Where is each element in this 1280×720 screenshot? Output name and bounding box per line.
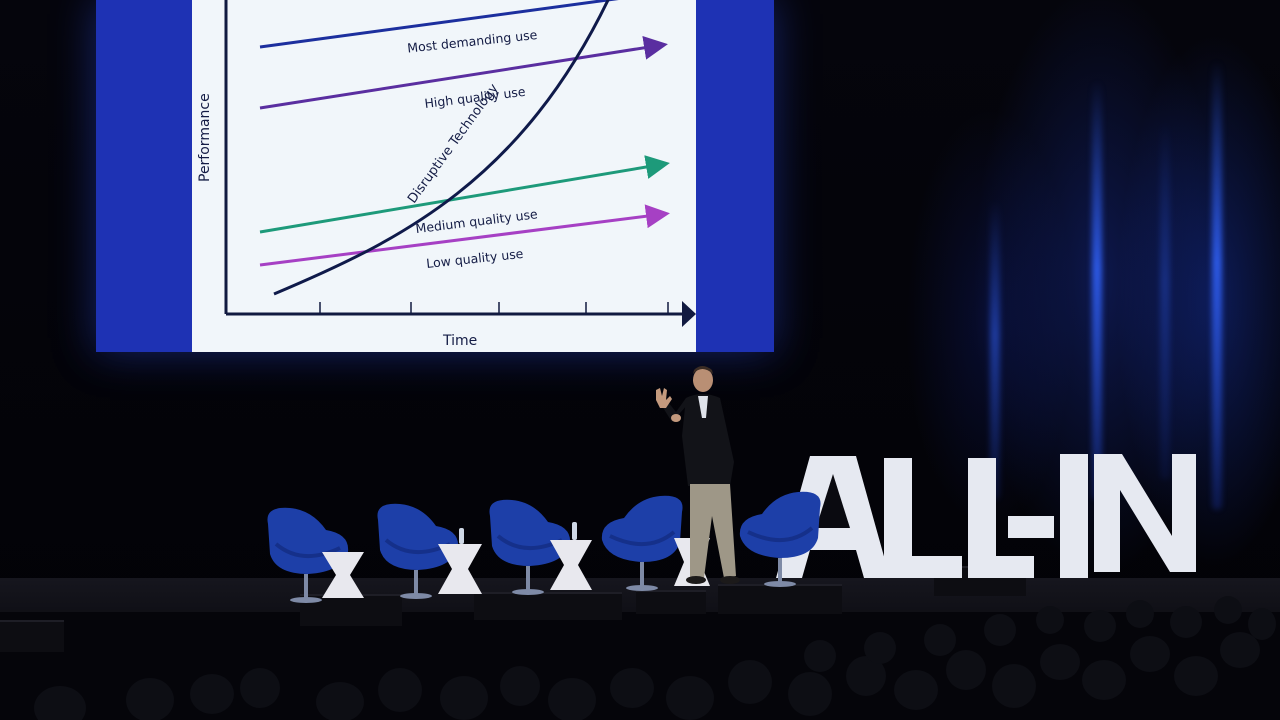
presenter [656, 366, 740, 584]
chair [601, 495, 683, 591]
audience [34, 596, 1276, 720]
chair [739, 491, 821, 587]
line-low-quality [259, 204, 670, 267]
water-bottle [459, 528, 464, 544]
all-in-logo [776, 454, 1196, 578]
curve-disruptive-technology [273, 0, 610, 296]
y-axis-label: Performance [197, 93, 213, 182]
chair [489, 499, 571, 595]
water-bottle [572, 522, 577, 540]
line-most-demanding [259, 0, 619, 49]
line-high-quality [259, 35, 668, 110]
stage-monitor [0, 620, 64, 652]
side-table [550, 540, 592, 590]
side-table [438, 544, 482, 594]
x-axis-ticks [319, 302, 669, 314]
line-medium-quality [259, 155, 670, 234]
stage-monitor [474, 592, 622, 620]
light-strip [990, 200, 1000, 500]
label-low-quality: Low quality use [426, 246, 525, 271]
label-most-demanding: Most demanding use [407, 27, 539, 56]
presentation-slide: Most demanding use High quality use Medi… [192, 0, 696, 352]
x-axis-label: Time [442, 333, 477, 349]
side-table [322, 552, 364, 598]
disruption-chart: Most demanding use High quality use Medi… [197, 0, 696, 349]
light-strip [1092, 80, 1102, 500]
light-strip [1212, 60, 1222, 510]
light-strip [1160, 120, 1170, 480]
x-axis-arrow-icon [682, 301, 696, 327]
stage-monitor [636, 590, 706, 614]
